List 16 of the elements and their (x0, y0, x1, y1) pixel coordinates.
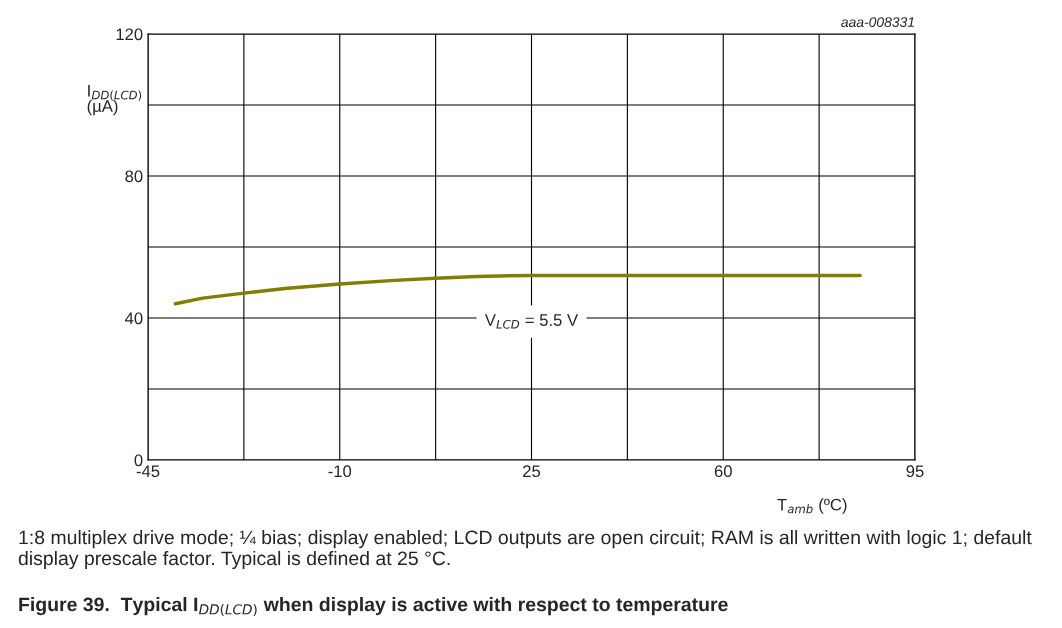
x-tick-label: 60 (714, 465, 732, 478)
text: 1:8 multiplex drive mode; ¼ bias; display enabled; LCD outputs are open circuit; RAM is all written with logic 1; default display prescale factor. Typical is defined at 25 °C. (18, 530, 1032, 570)
y-tick-label: 80 (125, 170, 143, 183)
x-axis-title: T$_{amb}$ (ºC) (777, 498, 847, 514)
x-tick-label: 25 (523, 465, 541, 478)
x-tick-label: -45 (136, 465, 160, 478)
text: Figure 39. Typical I$_{DD(LCD)}$ when display is active with respect to temperature (19, 597, 728, 617)
y-tick-label: 40 (124, 312, 143, 325)
y-tick-label: 120 (116, 28, 143, 41)
text: aaa-008331 (841, 17, 914, 27)
y-axis-title: I$_{DD(LCD)}$ (µA) (87, 85, 142, 116)
y-tick-label: 0 (134, 454, 143, 467)
text: V$_{LCD}$ = 5.5 V (484, 314, 579, 329)
x-tick-label: -10 (328, 465, 352, 478)
x-tick-label: 95 (906, 465, 924, 478)
line-series (173, 273, 862, 306)
